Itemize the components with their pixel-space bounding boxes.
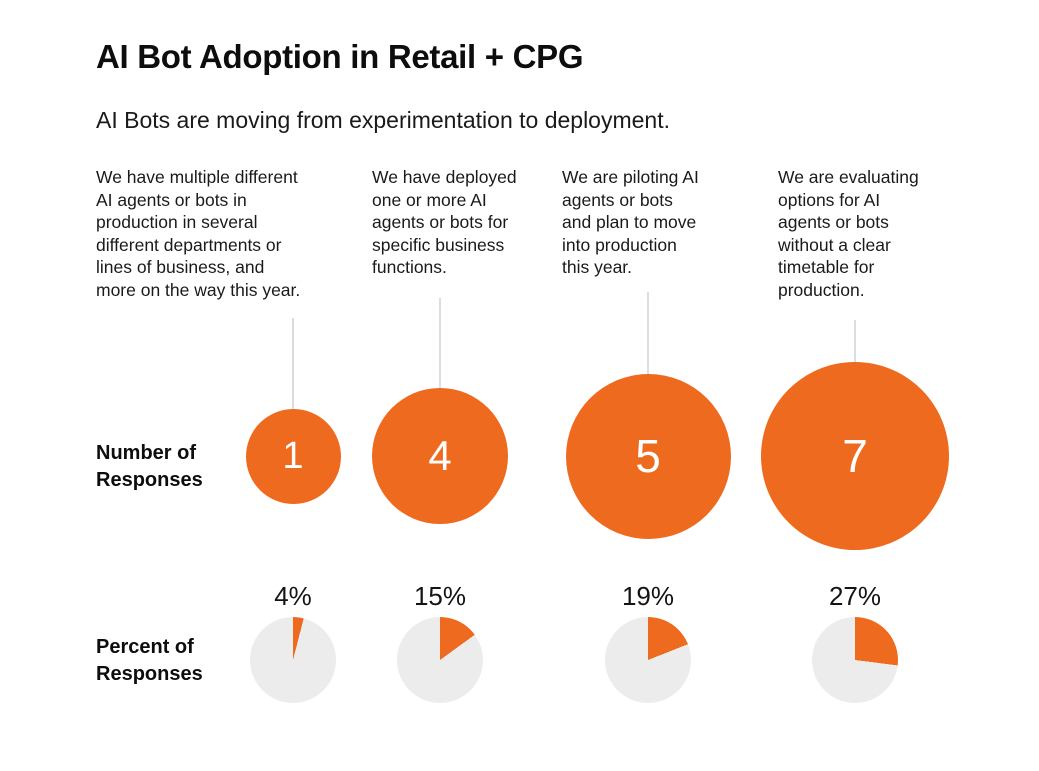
percent-value-label: 15% bbox=[413, 581, 467, 611]
connector-line bbox=[439, 298, 441, 388]
page-title: AI Bot Adoption in Retail + CPG bbox=[96, 38, 584, 75]
percent-value-label: 19% bbox=[621, 581, 675, 611]
response-count: 1 bbox=[282, 434, 304, 477]
percent-value-label: 4% bbox=[274, 581, 312, 611]
response-count: 7 bbox=[842, 430, 868, 482]
percent-pie-chart bbox=[250, 617, 336, 703]
percent-pie-chart bbox=[397, 617, 483, 703]
response-count: 5 bbox=[635, 430, 661, 482]
response-count-circle: 7 bbox=[761, 362, 949, 550]
category-statement: We are piloting AI agents or bots and pl… bbox=[562, 167, 699, 277]
percent-value-label: 27% bbox=[828, 581, 882, 611]
response-count-circle: 5 bbox=[565, 373, 731, 539]
subtitle: AI Bots are moving from experimentation … bbox=[96, 107, 671, 133]
row-label-number-of-responses: Number of Responses bbox=[96, 442, 203, 491]
response-count-circle: 1 bbox=[245, 408, 341, 504]
connector-line bbox=[292, 318, 294, 409]
percent-pie-chart bbox=[812, 617, 898, 703]
connector-line bbox=[854, 320, 856, 362]
row-label-percent-of-responses: Percent of Responses bbox=[96, 636, 203, 685]
category-statement: We have deployed one or more AI agents o… bbox=[372, 167, 517, 277]
connector-line bbox=[647, 292, 649, 374]
response-count: 4 bbox=[428, 432, 452, 479]
percent-pie-chart bbox=[605, 617, 691, 703]
category-statement: We have multiple different AI agents or … bbox=[96, 167, 301, 300]
category-statement: We are evaluating options for AI agents … bbox=[778, 167, 919, 300]
response-count-circle: 4 bbox=[372, 388, 508, 524]
